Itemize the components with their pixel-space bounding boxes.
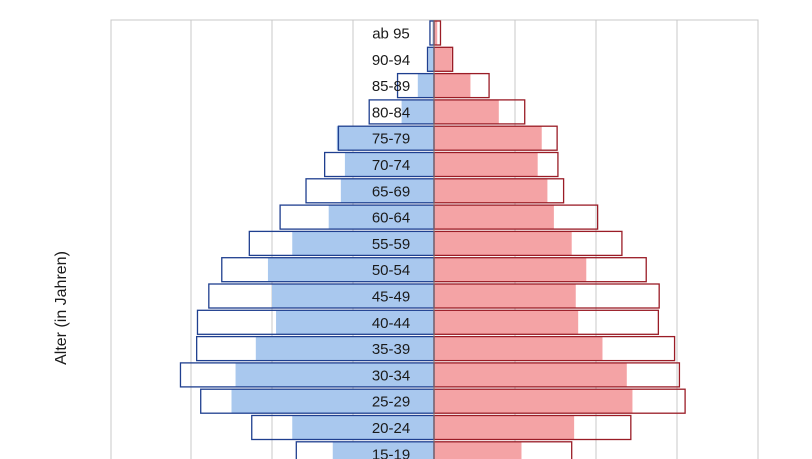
bar-right-filled [434,99,499,124]
age-group-label: 40-44 [372,315,410,332]
age-labels: ab 95 90-94 85-89 80-84 75-79 70-74 65-69 60-64… [372,26,410,459]
bar-left-filled [292,415,434,440]
bar-right-filled [434,73,471,98]
age-group-label: 75-79 [372,131,410,148]
bar-right-filled [434,284,576,308]
bar-right-filled [434,231,572,256]
bar-right-filled [434,389,633,414]
bar-left-filled [417,73,434,98]
bar-right-filled [434,310,579,335]
age-group-label: 50-54 [372,262,410,279]
bar-left-filled [255,336,434,361]
bars [179,20,686,459]
bar-right-filled [434,178,548,203]
bar-right-filled [434,362,627,387]
age-group-label: 45-49 [372,289,410,306]
bar-left-filled [340,178,434,203]
age-group-label: 90-94 [372,52,410,69]
bar-left-filled [328,205,434,230]
age-group-label: 20-24 [372,420,410,437]
age-group-label: 60-64 [372,210,410,227]
age-group-label: 55-59 [372,236,410,253]
age-group-label: ab 95 [372,26,410,43]
bar-right-filled [434,126,542,151]
bar-left-filled [432,21,434,45]
y-axis-label: Alter (in Jahren) [53,251,70,365]
bar-right-filled [434,21,438,45]
bar-left-filled [332,441,434,459]
age-group-label: 85-89 [372,78,410,95]
bar-left-filled [401,99,434,124]
bar-right-filled [434,415,575,440]
bar-left-filled [267,257,434,282]
age-group-label: 70-74 [372,157,410,174]
bar-right-filled [434,441,522,459]
age-group-label: 65-69 [372,183,410,200]
age-group-label: 25-29 [372,394,410,411]
bar-left-filled [336,126,434,151]
age-group-label: 30-34 [372,367,410,384]
bar-right-filled [434,152,538,177]
bar-right-filled [434,205,554,230]
bar-right-filled [434,257,587,282]
bar-right-filled [434,47,452,72]
bar-left-filled [276,310,434,335]
age-group-label: 35-39 [372,341,410,358]
bar-left-filled [292,231,434,256]
bar-left-filled [231,389,434,414]
bar-left-filled [428,47,434,72]
bar-left-filled [272,284,434,308]
age-group-label: 15-19 [372,446,410,459]
bar-right-filled [434,336,603,361]
bar-left-filled [235,362,434,387]
age-group-label: 80-84 [372,104,410,121]
bar-left-filled [344,152,434,177]
